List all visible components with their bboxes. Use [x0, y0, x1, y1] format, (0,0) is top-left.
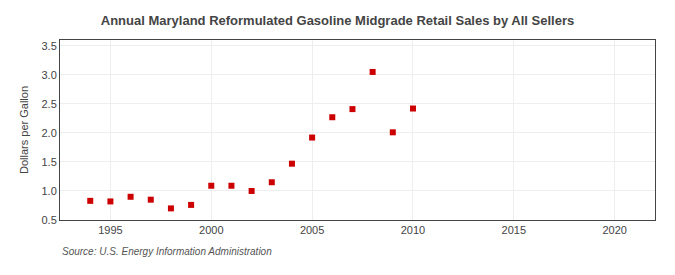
- svg-text:2015: 2015: [502, 224, 526, 236]
- svg-text:3.0: 3.0: [42, 69, 57, 81]
- svg-text:1.0: 1.0: [42, 185, 57, 197]
- svg-text:2.5: 2.5: [42, 98, 57, 110]
- svg-text:2020: 2020: [602, 224, 626, 236]
- svg-text:2010: 2010: [401, 224, 425, 236]
- svg-text:2000: 2000: [199, 224, 223, 236]
- svg-text:Dollars per Gallon: Dollars per Gallon: [18, 86, 30, 174]
- svg-text:0.5: 0.5: [42, 214, 57, 226]
- svg-text:3.5: 3.5: [42, 40, 57, 52]
- svg-text:2005: 2005: [300, 224, 324, 236]
- svg-text:Source: U.S. Energy Informatio: Source: U.S. Energy Information Administ…: [62, 246, 272, 257]
- svg-text:1995: 1995: [98, 224, 122, 236]
- svg-text:Annual Maryland Reformulated G: Annual Maryland Reformulated Gasoline Mi…: [101, 13, 574, 28]
- svg-text:1.5: 1.5: [42, 156, 57, 168]
- svg-text:2.0: 2.0: [42, 127, 57, 139]
